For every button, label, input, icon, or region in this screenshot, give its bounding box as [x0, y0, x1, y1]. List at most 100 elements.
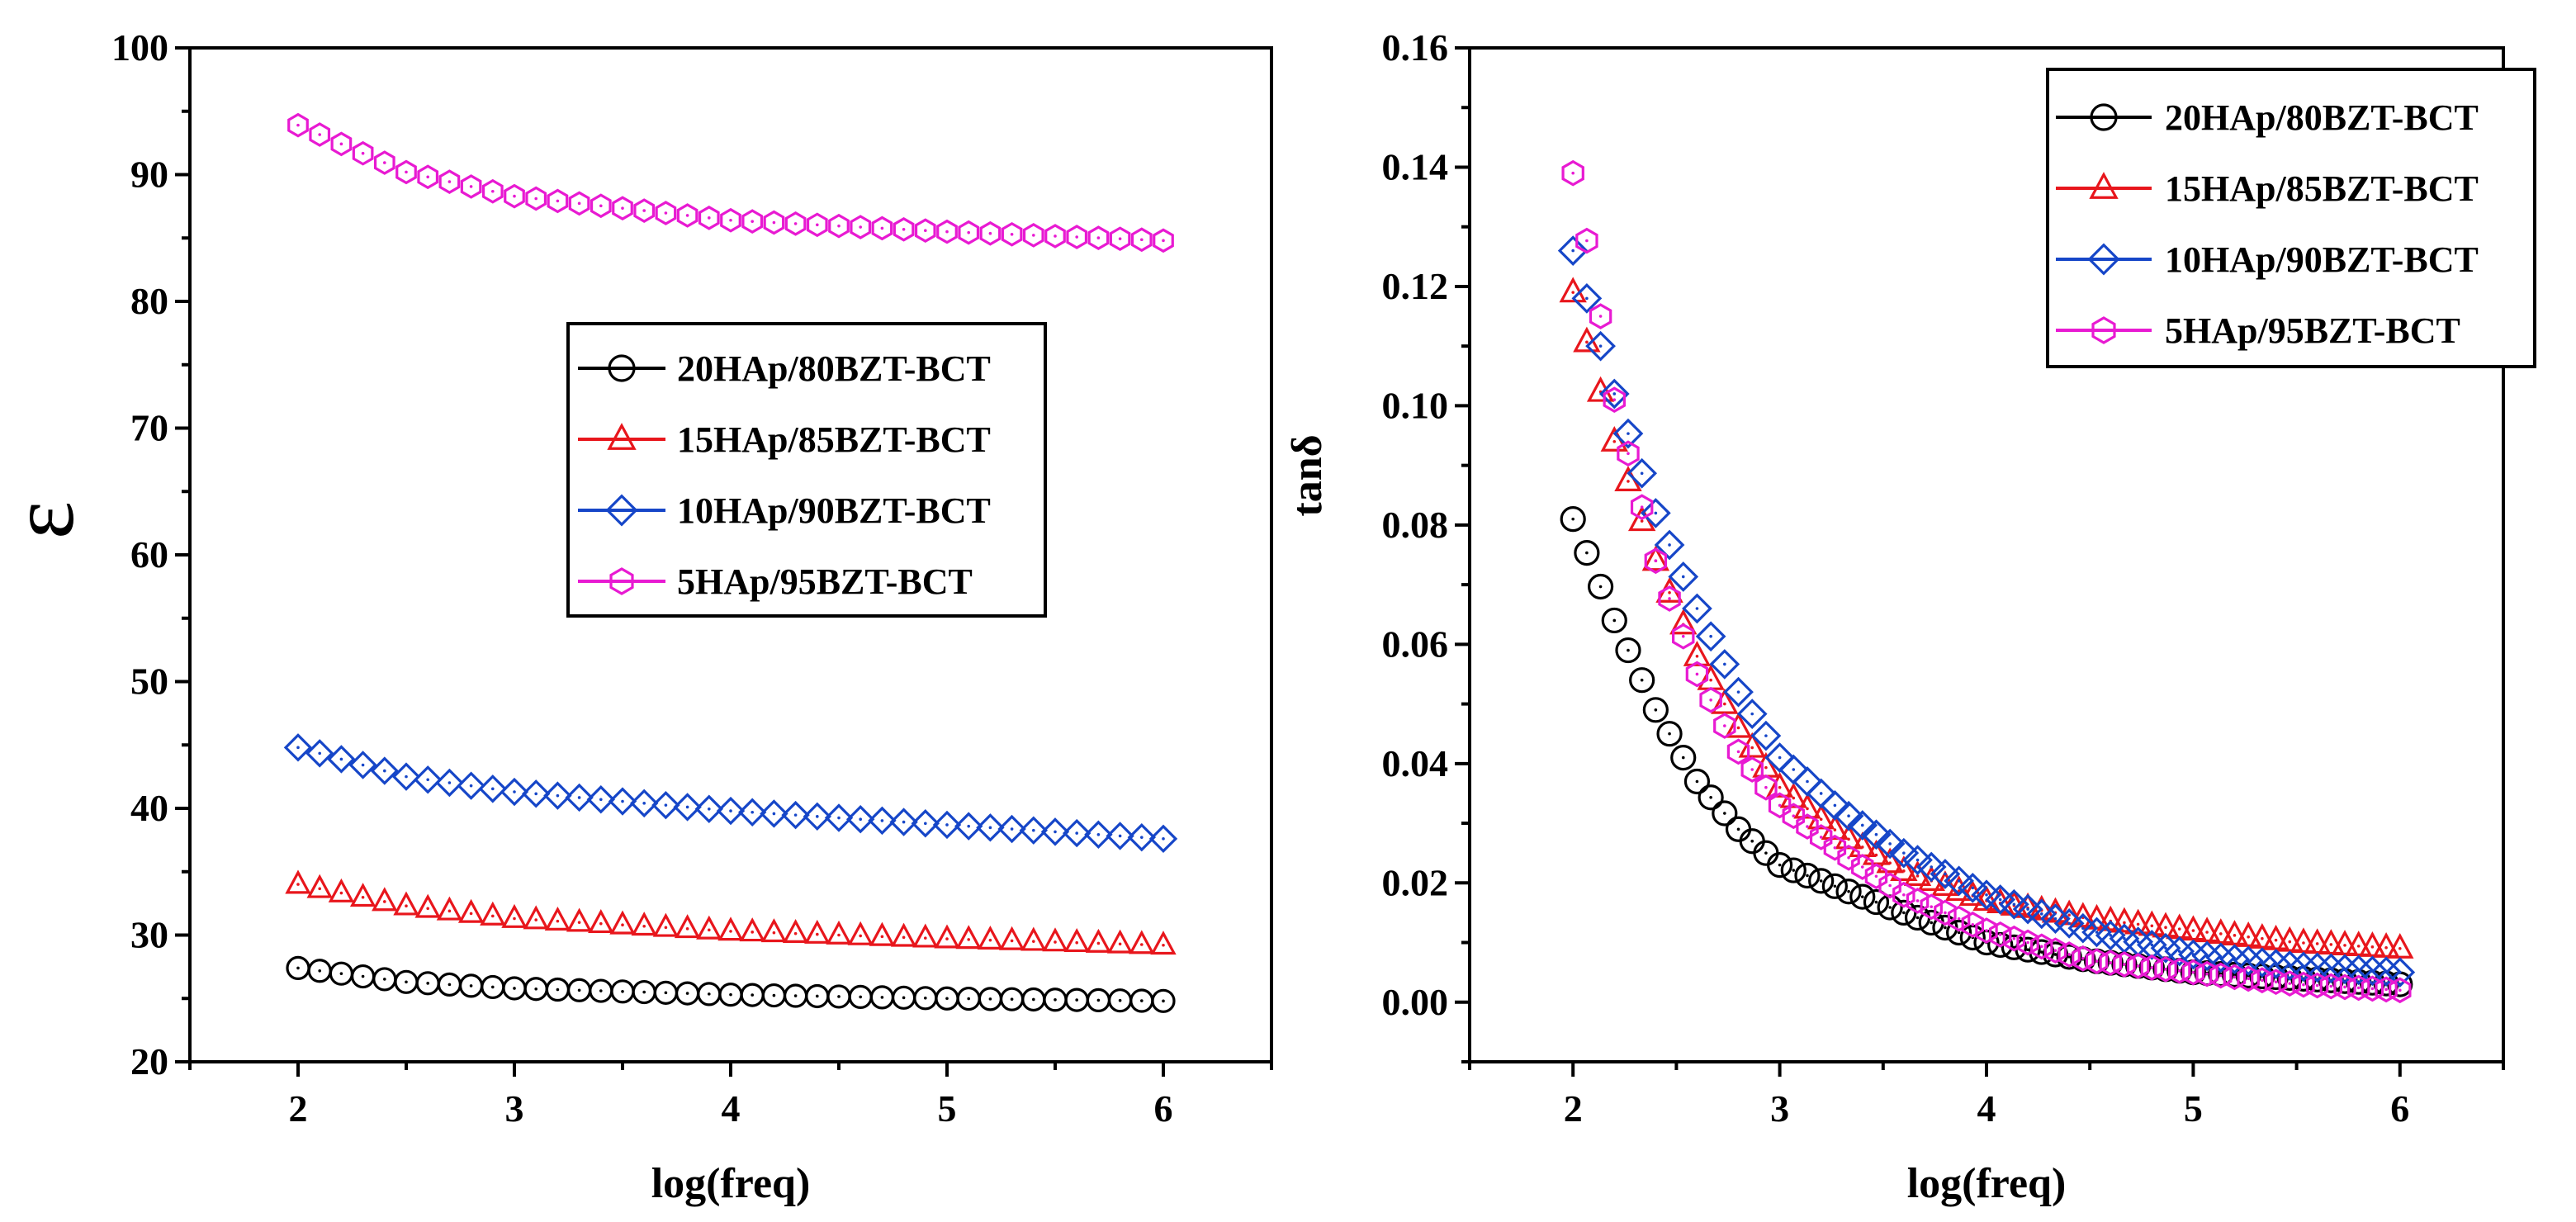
left-marker-series-3	[1087, 225, 1110, 250]
left-marker-series-1	[523, 905, 549, 930]
right-marker-series-0	[1821, 873, 1848, 899]
left-x-tick-label: 6	[1154, 1087, 1173, 1130]
left-marker-series-3	[893, 216, 915, 242]
right-marker-series-3	[1823, 834, 1847, 861]
left-marker-series-0	[935, 986, 959, 1011]
left-legend-label: 10HAp/90BZT-BCT	[677, 490, 991, 531]
right-marker-series-2	[1571, 283, 1603, 314]
right-marker-series-0	[1835, 879, 1862, 905]
left-y-axis-symbol: ε	[0, 501, 92, 539]
left-marker-series-1	[998, 926, 1025, 950]
right-marker-series-2	[1723, 676, 1754, 708]
left-marker-series-0	[502, 976, 527, 1001]
left-marker-series-2	[737, 798, 767, 827]
left-marker-series-0	[351, 964, 376, 989]
right-marker-series-1	[2193, 916, 2221, 943]
left-marker-series-3	[417, 164, 439, 190]
left-marker-series-0	[415, 971, 440, 996]
right-marker-series-3	[2389, 977, 2412, 1004]
left-marker-series-0	[286, 955, 310, 981]
right-legend-marker	[2087, 243, 2120, 276]
left-marker-series-1	[652, 912, 680, 937]
left-marker-series-0	[545, 977, 571, 1002]
left-marker-series-3	[330, 131, 353, 157]
left-marker-series-0	[372, 967, 397, 992]
left-x-tick-label: 2	[289, 1087, 308, 1130]
left-marker-series-1	[869, 921, 896, 946]
left-y-tick-label: 40	[130, 787, 168, 829]
right-marker-series-2	[1627, 457, 1658, 489]
right-marker-series-0	[1863, 888, 1890, 916]
right-marker-series-3	[1699, 686, 1722, 713]
left-y-tick-label: 70	[130, 407, 168, 449]
left-marker-series-3	[720, 207, 741, 233]
right-marker-series-3	[2264, 969, 2288, 996]
right-marker-series-3	[1975, 917, 1998, 944]
right-marker-series-2	[1598, 378, 1630, 410]
right-marker-series-0	[1780, 857, 1807, 883]
left-marker-series-1	[414, 893, 441, 918]
left-x-tick-label: 4	[722, 1087, 741, 1130]
right-marker-series-3	[2251, 967, 2274, 994]
left-marker-series-2	[586, 785, 616, 814]
left-marker-series-3	[590, 193, 612, 219]
right-marker-series-0	[2001, 934, 2027, 960]
left-marker-series-3	[1109, 226, 1131, 252]
right-marker-series-0	[1808, 868, 1835, 894]
right-marker-series-1	[2290, 927, 2318, 954]
right-marker-series-0	[1891, 899, 1917, 926]
right-marker-series-3	[1754, 774, 1778, 801]
right-marker-series-0	[1712, 800, 1738, 827]
right-marker-series-3	[2167, 957, 2191, 984]
right-marker-series-3	[1603, 386, 1627, 414]
right-marker-series-2	[1557, 235, 1589, 266]
left-marker-series-3	[698, 205, 720, 230]
left-marker-series-3	[741, 209, 764, 234]
left-axis-ticks	[175, 46, 1273, 1077]
right-marker-series-3	[1782, 803, 1806, 830]
right-marker-series-0	[1601, 607, 1627, 634]
left-marker-series-1	[674, 914, 701, 939]
right-marker-series-2	[1915, 851, 1947, 883]
left-marker-series-0	[761, 983, 787, 1008]
left-marker-series-0	[848, 984, 873, 1010]
right-marker-series-0	[1642, 697, 1669, 723]
left-marker-series-0	[697, 982, 722, 1006]
right-marker-series-3	[1851, 854, 1874, 880]
right-marker-series-3	[1658, 585, 1681, 612]
left-marker-series-1	[631, 912, 657, 936]
left-marker-series-2	[478, 774, 508, 803]
right-marker-series-2	[1640, 498, 1671, 528]
left-marker-series-2	[932, 810, 962, 840]
right-marker-series-1	[2110, 907, 2138, 933]
left-y-tick-label: 80	[130, 280, 168, 322]
left-marker-series-3	[850, 215, 872, 239]
left-legend-label: 15HAp/85BZT-BCT	[677, 419, 991, 460]
left-marker-series-0	[523, 977, 548, 1002]
right-y-tick-label: 0.02	[1382, 861, 1449, 903]
right-marker-series-2	[1736, 699, 1768, 729]
left-marker-series-2	[435, 768, 464, 798]
right-legend-marker	[2089, 172, 2119, 199]
right-y-tick-label: 0.16	[1382, 26, 1449, 69]
right-marker-series-3	[2181, 959, 2205, 986]
right-marker-series-2	[1585, 330, 1616, 362]
right-marker-series-0	[1683, 768, 1711, 795]
left-marker-series-1	[1085, 928, 1112, 953]
right-y-tick-label: 0.04	[1382, 742, 1449, 784]
right-marker-series-1	[1765, 771, 1794, 798]
left-marker-series-3	[612, 196, 633, 221]
left-marker-series-0	[458, 973, 484, 998]
right-marker-series-0	[1698, 784, 1724, 811]
left-marker-series-3	[1130, 227, 1153, 253]
left-marker-series-1	[285, 869, 311, 894]
left-marker-series-1	[1063, 928, 1090, 953]
left-data-markers	[283, 112, 1178, 1013]
right-legend-label: 10HAp/90BZT-BCT	[2165, 239, 2479, 280]
right-x-tick-label: 2	[1564, 1087, 1583, 1130]
left-legend: 20HAp/80BZT-BCT 15HAp/85BZT-BCT 10HAp/90BZ…	[566, 322, 1047, 618]
left-marker-series-2	[911, 809, 940, 838]
left-marker-series-0	[1021, 987, 1046, 1012]
right-data-markers	[1557, 159, 2416, 1004]
